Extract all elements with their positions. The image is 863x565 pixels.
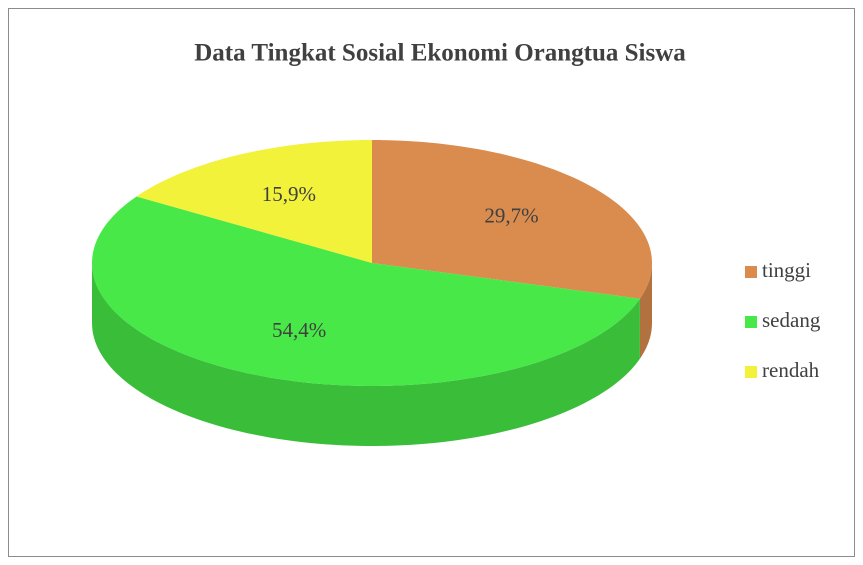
page: {"chart_data": {"type": "pie", "title": …	[0, 0, 863, 565]
legend-swatch	[745, 266, 757, 278]
data-label: 54,4%	[272, 318, 326, 342]
legend-label: sedang	[762, 308, 821, 332]
chart-title: Data Tingkat Sosial Ekonomi Orangtua Sis…	[194, 40, 686, 67]
legend-label: rendah	[762, 358, 820, 382]
legend-label: tinggi	[762, 258, 811, 282]
legend-swatch	[745, 316, 757, 328]
data-label: 15,9%	[262, 182, 316, 206]
legend-swatch	[745, 366, 757, 378]
chart: Data Tingkat Sosial Ekonomi Orangtua Sis…	[0, 0, 863, 565]
data-label: 29,7%	[484, 203, 538, 227]
